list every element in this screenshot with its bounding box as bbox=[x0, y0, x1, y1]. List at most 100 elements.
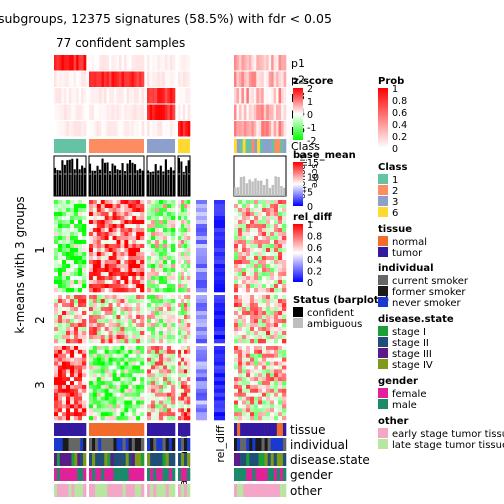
heatmap-cell bbox=[266, 392, 271, 397]
heatmap-cell bbox=[250, 216, 255, 221]
heatmap-cell bbox=[282, 244, 287, 249]
heatmap-cell bbox=[163, 400, 168, 405]
heatmap-cell bbox=[96, 381, 102, 386]
heatmap-cell bbox=[108, 284, 113, 289]
rel-diff-cell bbox=[214, 228, 225, 233]
heatmap-cell bbox=[66, 396, 71, 401]
prob-cell bbox=[162, 88, 166, 104]
heatmap-cell bbox=[184, 228, 188, 233]
heatmap-cell bbox=[270, 295, 275, 300]
heatmap-cell bbox=[181, 346, 185, 351]
heatmap-cell bbox=[178, 392, 182, 397]
heatmap-cell bbox=[178, 331, 182, 336]
annotation-cell bbox=[68, 423, 72, 436]
heatmap-cell bbox=[184, 220, 188, 225]
heatmap-cell bbox=[159, 331, 164, 336]
heatmap-cell bbox=[246, 369, 251, 374]
base-mean-cell bbox=[196, 299, 207, 304]
heatmap-cell bbox=[246, 396, 251, 401]
annotation-cell bbox=[56, 438, 61, 451]
heatmap-cell bbox=[147, 346, 152, 351]
heatmap-cell bbox=[89, 339, 94, 344]
heatmap-cell bbox=[116, 208, 121, 213]
prob-cell bbox=[124, 55, 127, 71]
heatmap-cell bbox=[242, 200, 247, 205]
heatmap-cell bbox=[66, 311, 71, 316]
heatmap-cell bbox=[70, 404, 75, 409]
heatmap-cell bbox=[58, 412, 63, 417]
heatmap-cell bbox=[262, 311, 267, 316]
heatmap-cell bbox=[58, 212, 63, 217]
prob-cell bbox=[268, 55, 272, 71]
heatmap-cell bbox=[96, 346, 102, 351]
heatmap-cell bbox=[254, 212, 259, 217]
heatmap-cell bbox=[282, 220, 287, 225]
heatmap-cell bbox=[136, 327, 141, 332]
heatmap-cell bbox=[128, 240, 133, 245]
heatmap-cell bbox=[278, 303, 283, 308]
prob-cell bbox=[276, 104, 279, 120]
heatmap-cell bbox=[89, 404, 94, 409]
heatmap-cell bbox=[167, 288, 172, 293]
heatmap-cell bbox=[136, 404, 141, 409]
heatmap-cell bbox=[163, 208, 168, 213]
rel-diff-cell bbox=[214, 353, 225, 358]
class-bar bbox=[277, 139, 281, 153]
heatmap-cell bbox=[246, 335, 251, 340]
heatmap-cell bbox=[238, 284, 243, 289]
prob-cell bbox=[246, 121, 250, 137]
heatmap-cell bbox=[282, 381, 287, 386]
heatmap-cell bbox=[155, 396, 160, 401]
heatmap-cell bbox=[171, 335, 176, 340]
heatmap-cell bbox=[250, 264, 255, 269]
heatmap-cell bbox=[159, 220, 164, 225]
heatmap-cell bbox=[89, 200, 94, 205]
base-mean-cell bbox=[196, 408, 207, 413]
heatmap-cell bbox=[74, 248, 79, 253]
heatmap-cell bbox=[171, 416, 176, 421]
prob-cell bbox=[157, 121, 161, 137]
silhouette-bar bbox=[131, 162, 134, 196]
heatmap-cell bbox=[178, 212, 182, 217]
disease-state-legend-swatch bbox=[378, 337, 388, 347]
heatmap-cell bbox=[250, 299, 255, 304]
annotation-cell bbox=[279, 484, 284, 497]
heatmap-cell bbox=[120, 331, 125, 336]
prob-cell bbox=[266, 121, 269, 137]
zscore-legend-tick: 1 bbox=[307, 97, 313, 108]
heatmap-cell bbox=[108, 323, 113, 328]
heatmap-cell bbox=[163, 365, 168, 370]
row-group-label: 1 bbox=[33, 246, 47, 254]
prob-cell bbox=[187, 55, 191, 71]
annotation-cell bbox=[171, 423, 176, 436]
annotation-cell bbox=[92, 438, 96, 451]
heatmap-cell bbox=[171, 412, 176, 417]
heatmap-cell bbox=[66, 244, 71, 249]
heatmap-cell bbox=[116, 311, 121, 316]
heatmap-cell bbox=[262, 284, 267, 289]
heatmap-cell bbox=[82, 400, 87, 405]
annotation-cell bbox=[104, 453, 108, 466]
heatmap-cell bbox=[147, 299, 152, 304]
annotation-cell bbox=[95, 438, 99, 451]
heatmap-cell bbox=[178, 208, 182, 213]
silhouette-bar bbox=[109, 171, 112, 196]
heatmap-cell bbox=[74, 268, 79, 273]
heatmap-cell bbox=[167, 228, 172, 233]
heatmap-cell bbox=[274, 256, 279, 261]
annotation-cell bbox=[279, 468, 284, 481]
prob-cell bbox=[187, 121, 191, 137]
heatmap-cell bbox=[242, 260, 247, 265]
heatmap-cell bbox=[136, 244, 141, 249]
heatmap-cell bbox=[274, 388, 279, 394]
heatmap-cell bbox=[242, 412, 247, 417]
heatmap-cell bbox=[262, 236, 267, 241]
heatmap-cell bbox=[78, 346, 83, 351]
heatmap-cell bbox=[74, 256, 79, 261]
heatmap-cell bbox=[78, 392, 83, 397]
heatmap-cell bbox=[89, 412, 94, 417]
heatmap-cell bbox=[278, 381, 283, 386]
heatmap-cell bbox=[187, 256, 191, 261]
heatmap-cell bbox=[250, 339, 255, 344]
heatmap-cell bbox=[167, 319, 172, 324]
